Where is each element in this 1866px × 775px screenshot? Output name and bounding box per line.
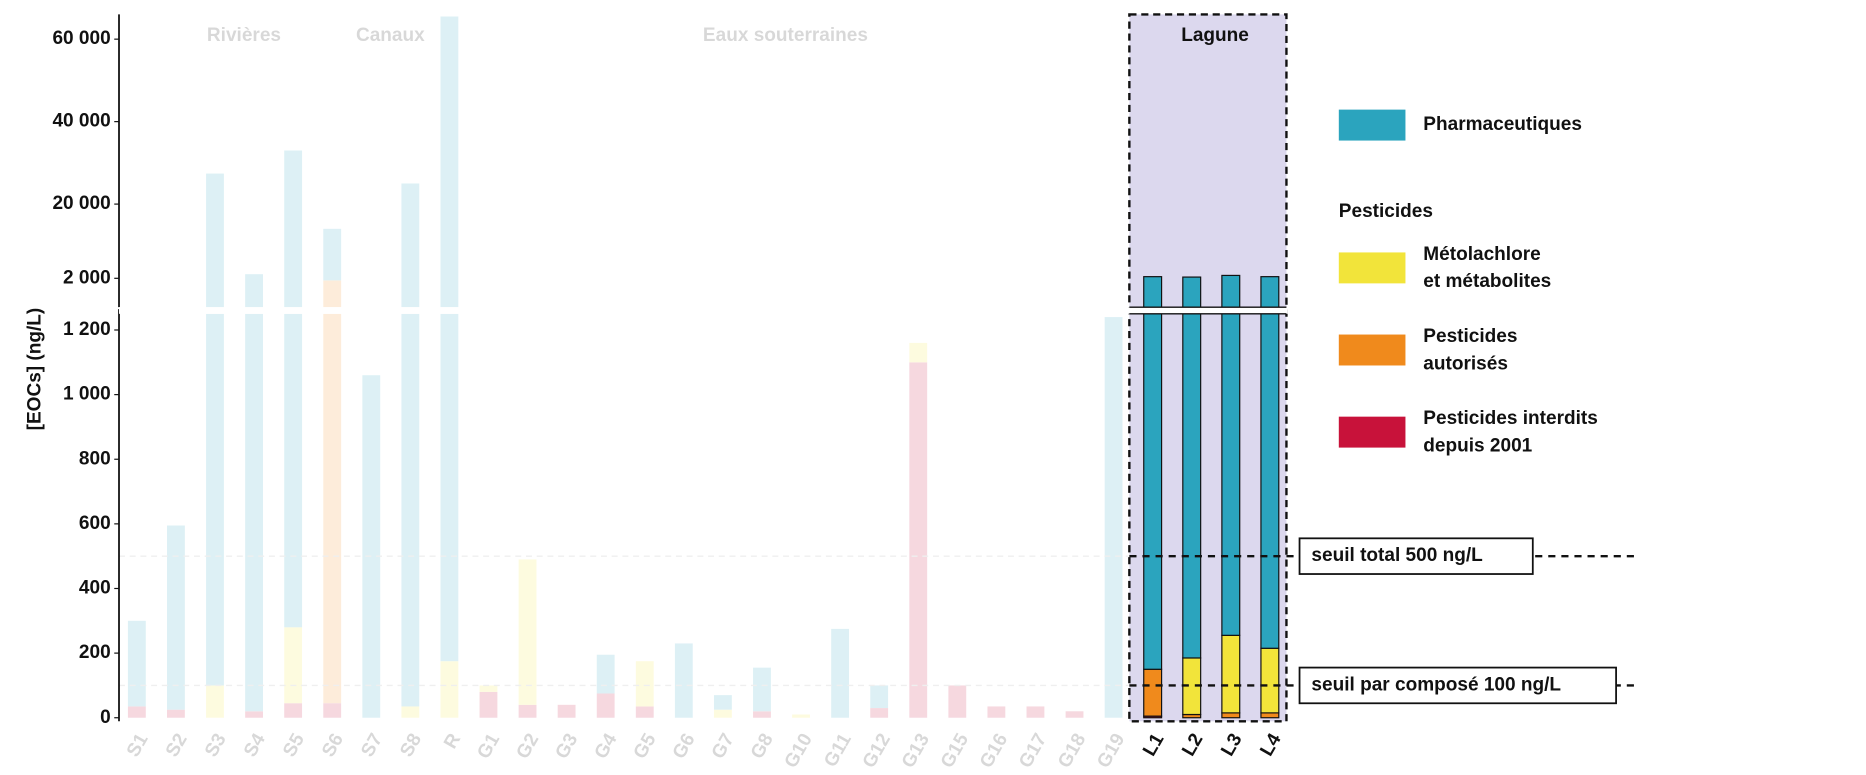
bar-segment xyxy=(1143,313,1163,670)
y-tick-label: 20 000 xyxy=(52,193,110,214)
legend-label: Pharmaceutiques xyxy=(1423,114,1582,135)
bar-segment xyxy=(1221,274,1241,308)
bar-segment xyxy=(1182,276,1202,308)
bar-segment xyxy=(1260,712,1280,719)
y-tick-label: 800 xyxy=(79,448,111,469)
bar-segment xyxy=(1260,313,1280,649)
bar-segment xyxy=(1260,276,1280,308)
y-tick-label: 60 000 xyxy=(52,28,110,49)
y-tick-label: 600 xyxy=(79,513,111,534)
y-tick-label: 400 xyxy=(79,578,111,599)
legend-label: Pesticides autorisés xyxy=(1423,326,1517,374)
y-tick-label: 1 200 xyxy=(63,319,111,340)
bar-segment xyxy=(1182,313,1202,659)
legend-swatch xyxy=(1338,252,1406,284)
threshold-box xyxy=(1298,666,1617,705)
legend-heading: Pesticides xyxy=(1339,201,1433,222)
y-tick-label: 2 000 xyxy=(63,267,111,288)
y-tick-label: 40 000 xyxy=(52,111,110,132)
threshold-label: seuil par composé 100 ng/L xyxy=(1311,674,1561,695)
overlay-layer: 0 200 400 600 800 1 000 1 200 2 000 20 000 40 000… xyxy=(52,14,1640,760)
x-tick-label: L2 xyxy=(1178,730,1207,760)
threshold-label: seuil total 500 ng/L xyxy=(1311,545,1483,566)
bar-segment xyxy=(1260,647,1280,714)
legend-label: Métolachlore et métabolites xyxy=(1423,244,1551,292)
fade-overlay xyxy=(119,0,1129,775)
threshold-box xyxy=(1298,537,1534,575)
bar-segment xyxy=(1143,668,1163,717)
legend-swatch xyxy=(1338,334,1406,366)
lagune-border xyxy=(1128,13,1288,723)
bar-segment xyxy=(1143,276,1163,308)
group-label: Lagune xyxy=(1181,25,1249,46)
legend-swatch xyxy=(1338,109,1406,141)
bar-segment xyxy=(1221,313,1241,636)
x-tick-label: L3 xyxy=(1217,730,1246,760)
y-tick-label: 0 xyxy=(100,707,111,728)
bar-segment xyxy=(1221,712,1241,719)
x-tick-label: L1 xyxy=(1139,730,1168,760)
bar-segment xyxy=(1221,634,1241,714)
legend-label: Pesticides interdits depuis 2001 xyxy=(1423,408,1598,456)
x-tick-label: L4 xyxy=(1256,730,1285,760)
y-tick-label: 200 xyxy=(79,642,111,663)
y-tick-label: 1 000 xyxy=(63,384,111,405)
axis-break xyxy=(119,307,1288,314)
y-axis-label: [EOCs] (ng/L) xyxy=(25,308,46,431)
legend-swatch xyxy=(1338,416,1406,448)
